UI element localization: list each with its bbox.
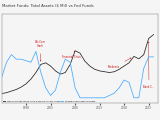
Text: Market Funds: Total Assets ($ Mil) vs Fed Funds: Market Funds: Total Assets ($ Mil) vs Fe… — [2, 4, 93, 8]
Text: Dot-Com
Crash: Dot-Com Crash — [35, 40, 45, 61]
Text: Financial Crisis: Financial Crisis — [62, 51, 81, 59]
Legend: Money Market Funds, Total Financial Assets, Level, Federal Funds Effective Rate: Money Market Funds, Total Financial Asse… — [3, 101, 95, 102]
Text: Pandemic: Pandemic — [108, 58, 131, 69]
Text: Bank C...: Bank C... — [143, 42, 155, 89]
